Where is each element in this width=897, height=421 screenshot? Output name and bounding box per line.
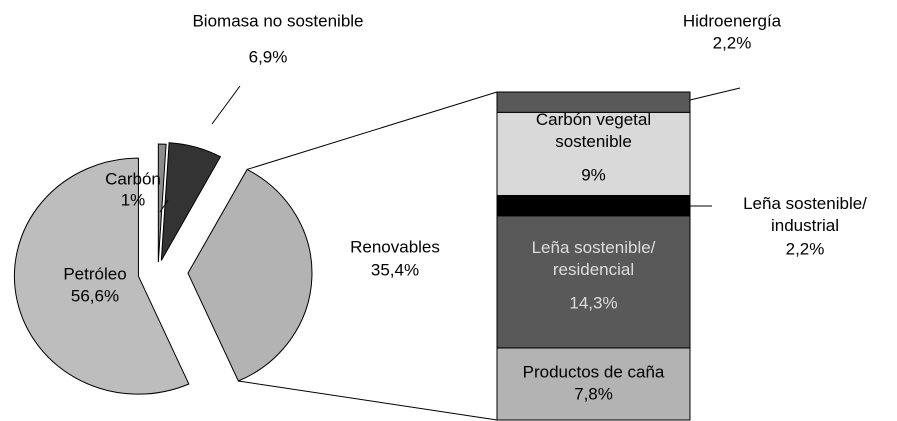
leader-line [211, 85, 241, 125]
segment-value-label: 14,3% [569, 293, 617, 312]
segment-value-label: 9% [581, 165, 606, 184]
slice-value-label: 35,4% [371, 260, 419, 279]
bar-segment [496, 91, 691, 113]
segment-label: Leña sostenible/residencial [532, 238, 656, 279]
bar-segment [496, 111, 691, 196]
segment-label: Leña sostenible/industrial [743, 194, 867, 235]
slice-value-label: 1% [121, 190, 146, 209]
segment-label: Hidroenergía [683, 11, 782, 30]
segment-label: Productos de caña [523, 362, 665, 381]
pie-slice [160, 142, 222, 261]
slice-label: Carbón [105, 169, 161, 188]
leader-line [689, 87, 741, 101]
bar-segment [496, 194, 691, 217]
connector-line [238, 380, 498, 421]
slice-value-label: 6,9% [249, 47, 288, 66]
pie-slice [13, 157, 190, 395]
segment-value-label: 2,2% [786, 239, 825, 258]
pie-slice [157, 143, 167, 263]
segment-value-label: 2,2% [713, 33, 752, 52]
bar-segment [496, 347, 691, 421]
slice-label: Petróleo [63, 264, 126, 283]
connector-line [246, 91, 498, 170]
bar-segment [496, 215, 691, 349]
pie-slice [187, 168, 313, 382]
segment-value-label: 7,8% [574, 384, 613, 403]
segment-label: Carbón vegetal sostenible [536, 110, 651, 151]
slice-label: Biomasa no sostenible [192, 11, 363, 30]
leader-line [159, 199, 169, 213]
slice-value-label: 56,6% [71, 286, 119, 305]
slice-label: Renovables [350, 237, 440, 256]
